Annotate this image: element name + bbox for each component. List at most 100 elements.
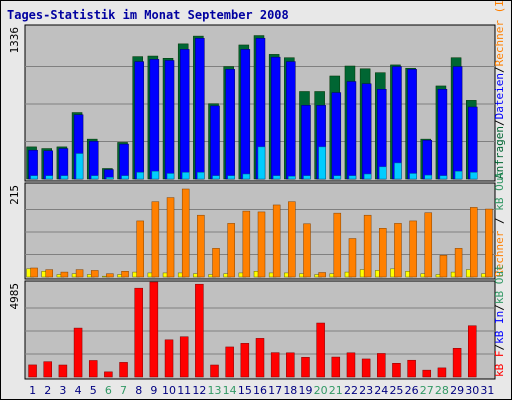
bar-dateien-day-13 — [210, 105, 220, 180]
bar-kb-f-day-25 — [392, 363, 401, 378]
x-tick-day-20: 20 — [314, 384, 328, 397]
bar-rechner-day-13 — [212, 175, 220, 180]
bar-besuche-day-4 — [75, 269, 84, 278]
bar-kb-f-day-10 — [164, 339, 174, 378]
bar-rechner-day-12 — [197, 172, 205, 180]
x-tick-day-5: 5 — [90, 384, 97, 397]
bar-rechner-day-30 — [470, 172, 478, 180]
bar-rechner-day-17 — [272, 175, 281, 180]
bar-rechner-day-28 — [439, 175, 448, 180]
bar-rechner-day-29 — [454, 170, 463, 180]
bar-rechner-day-15 — [242, 173, 251, 180]
bar-besuche-day-13 — [212, 248, 220, 278]
bar-rechner-day-18 — [288, 175, 296, 180]
bar-kb-f-day-29 — [452, 348, 462, 378]
bar-besuche-day-8 — [136, 220, 144, 278]
bar-besuche-day-24 — [379, 228, 387, 278]
bar-dateien-day-28 — [437, 89, 448, 180]
bar-kb-f-day-14 — [225, 346, 234, 378]
bar-besuche-day-2 — [45, 269, 53, 278]
x-tick-day-8: 8 — [135, 384, 142, 397]
bar-besuche-day-28 — [439, 255, 448, 278]
bar-rechner-day-1 — [30, 175, 38, 180]
bar-dateien-day-17 — [270, 56, 281, 180]
bar-besuche-day-5 — [90, 270, 99, 278]
bar-kb-f-day-15 — [240, 343, 250, 378]
x-tick-day-1: 1 — [29, 384, 36, 397]
panel-requests-ymax-label: 1336 — [8, 27, 21, 54]
bar-besuche-day-27 — [424, 212, 433, 278]
bar-kb-f-day-2 — [43, 361, 52, 378]
bar-besuche-day-20 — [318, 272, 326, 278]
x-tick-day-15: 15 — [238, 384, 252, 397]
bar-dateien-day-12 — [195, 38, 205, 180]
x-tick-day-19: 19 — [298, 384, 312, 397]
bar-kb-f-day-8 — [134, 287, 143, 378]
bar-dateien-day-22 — [346, 81, 357, 180]
bar-besuche-day-19 — [303, 223, 311, 278]
bar-besuche-day-18 — [288, 201, 296, 278]
bar-besuche-day-11 — [181, 188, 190, 278]
x-tick-day-9: 9 — [150, 384, 157, 397]
bar-kb-f-day-19 — [301, 357, 310, 378]
x-tick-day-7: 7 — [120, 384, 127, 397]
bar-rechner-day-7 — [121, 175, 129, 180]
x-tick-day-25: 25 — [389, 384, 403, 397]
x-tick-day-22: 22 — [344, 384, 358, 397]
bar-dateien-day-18 — [286, 61, 296, 180]
bar-besuche-day-22 — [348, 238, 357, 278]
bar-besuche-day-3 — [60, 271, 69, 278]
bar-kb-f-day-27 — [422, 369, 432, 378]
bar-rechner-day-3 — [60, 175, 69, 180]
x-tick-day-4: 4 — [75, 384, 82, 397]
bar-dateien-day-3 — [58, 148, 69, 180]
chart-title: Tages-Statistik im Monat September 2008 — [7, 8, 289, 22]
bar-dateien-day-27 — [422, 139, 433, 180]
bar-rechner-day-26 — [409, 173, 417, 180]
bar-kb-f-day-12 — [195, 283, 204, 378]
panel-visits: 215 Rechner / kB Out — [8, 171, 506, 280]
bar-dateien-day-29 — [452, 66, 463, 180]
bar-dateien-day-2 — [43, 150, 53, 180]
bar-kb-f-day-30 — [468, 325, 477, 378]
bar-rechner-day-10 — [166, 173, 175, 180]
panel-traffic-right-label: kB F/kB In/kB Out — [493, 264, 506, 377]
x-tick-day-12: 12 — [192, 384, 206, 397]
bar-besuche-day-31 — [485, 208, 493, 278]
x-tick-day-13: 13 — [208, 384, 222, 397]
bar-rechner-day-14 — [227, 175, 235, 180]
bar-dateien-day-15 — [240, 49, 251, 180]
bar-kb-f-day-21 — [331, 356, 341, 378]
bar-kb-f-day-22 — [346, 352, 356, 378]
bar-rechner-day-19 — [303, 175, 311, 180]
bar-dateien-day-19 — [301, 105, 311, 180]
bar-dateien-day-23 — [361, 83, 372, 180]
bar-kb-f-day-28 — [437, 367, 447, 378]
x-tick-day-10: 10 — [162, 384, 176, 397]
x-tick-day-6: 6 — [105, 384, 112, 397]
x-tick-day-24: 24 — [374, 384, 388, 397]
chart-panels: 1336 Anfragen/Dateien/Rechner (IP-Adresse… — [8, 1, 506, 380]
bar-kb-f-day-5 — [88, 360, 98, 378]
bar-besuche-day-6 — [106, 273, 114, 278]
bar-rechner-day-25 — [394, 162, 402, 180]
bar-besuche-day-30 — [470, 207, 478, 278]
x-tick-day-2: 2 — [44, 384, 51, 397]
bar-besuche-day-29 — [454, 248, 463, 278]
bar-kb-f-day-6 — [104, 371, 113, 378]
bar-rechner-day-27 — [424, 174, 433, 180]
bar-kb-f-day-11 — [179, 336, 189, 378]
bar-dateien-day-25 — [392, 66, 402, 180]
bar-dateien-day-7 — [119, 143, 129, 180]
bar-rechner-day-5 — [90, 175, 99, 180]
bar-rechner-day-2 — [45, 175, 53, 180]
bar-dateien-day-9 — [149, 59, 160, 180]
bar-dateien-day-8 — [134, 61, 144, 180]
panel-traffic: 4985 kB F/kB In/kB Out — [8, 264, 506, 380]
bar-besuche-day-21 — [333, 212, 342, 278]
panel-requests: 1336 Anfragen/Dateien/Rechner (IP-Adresse… — [8, 1, 506, 182]
x-tick-day-17: 17 — [268, 384, 282, 397]
bar-kb-f-day-23 — [361, 358, 371, 378]
bar-besuche-day-15 — [242, 210, 251, 278]
